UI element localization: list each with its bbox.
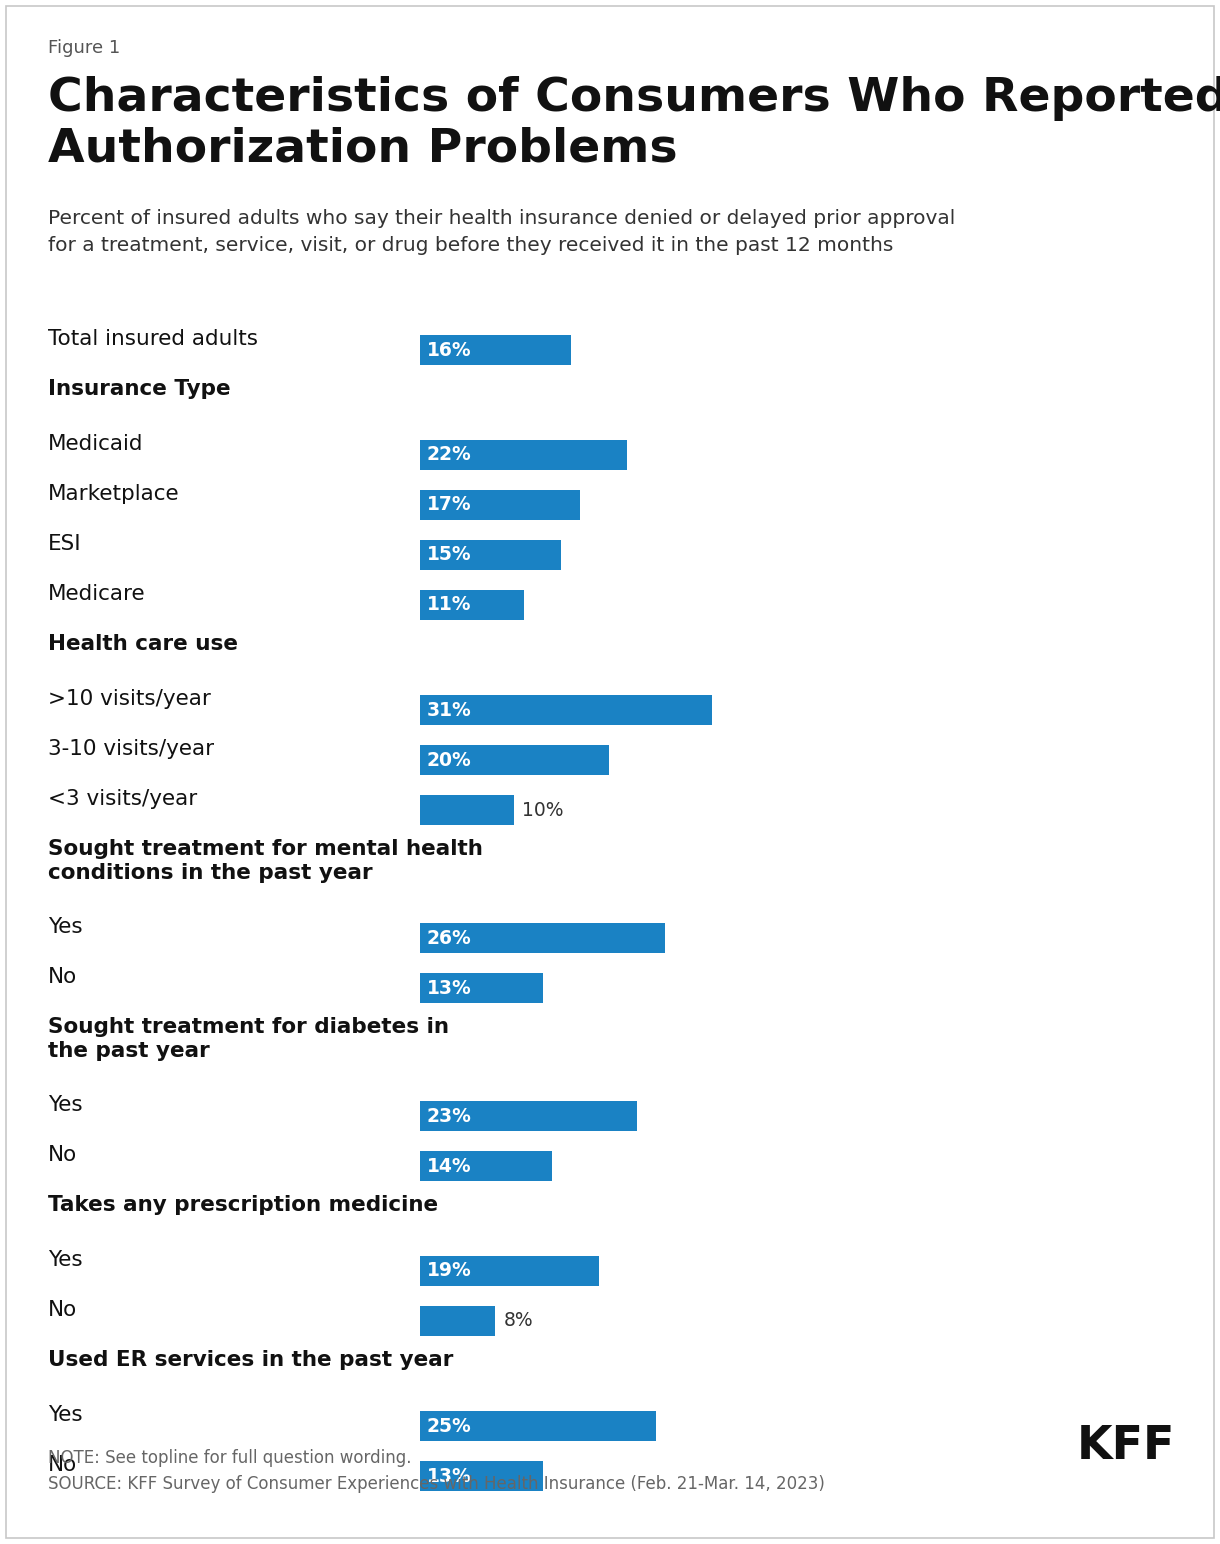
Bar (420, 1461, 543, 1492)
Text: Percent of insured adults who say their health insurance denied or delayed prior: Percent of insured adults who say their … (48, 208, 955, 255)
Text: 22%: 22% (427, 446, 472, 465)
Text: Yes: Yes (48, 1405, 83, 1425)
Text: Total insured adults: Total insured adults (48, 329, 257, 349)
Text: 11%: 11% (427, 596, 471, 615)
Text: No: No (48, 967, 77, 987)
Text: No: No (48, 1454, 77, 1475)
Text: 10%: 10% (522, 800, 564, 820)
Bar (420, 590, 523, 621)
Text: Yes: Yes (48, 1251, 83, 1271)
Text: KFF: KFF (1076, 1424, 1175, 1468)
Text: Used ER services in the past year: Used ER services in the past year (48, 1349, 454, 1370)
Bar (420, 695, 712, 726)
Bar (420, 746, 609, 775)
Bar (420, 1101, 637, 1132)
Text: 23%: 23% (427, 1107, 472, 1126)
Bar (420, 1306, 495, 1336)
Text: 3-10 visits/year: 3-10 visits/year (48, 740, 215, 760)
Text: No: No (48, 1146, 77, 1166)
Text: 13%: 13% (427, 1467, 472, 1485)
Text: Takes any prescription medicine: Takes any prescription medicine (48, 1195, 438, 1215)
Text: 17%: 17% (427, 496, 472, 514)
Text: 16%: 16% (427, 341, 472, 360)
Text: Medicare: Medicare (48, 584, 145, 604)
Bar (420, 1150, 551, 1181)
Bar (420, 1255, 599, 1286)
Text: Health care use: Health care use (48, 635, 238, 655)
Text: 31%: 31% (427, 701, 472, 720)
Bar (420, 973, 543, 1004)
Bar (420, 489, 581, 520)
Text: 26%: 26% (427, 928, 472, 948)
Text: 14%: 14% (427, 1156, 472, 1175)
Text: 13%: 13% (427, 979, 472, 997)
Text: Yes: Yes (48, 1095, 83, 1115)
Text: 25%: 25% (427, 1416, 472, 1436)
Text: Medicaid: Medicaid (48, 434, 144, 454)
Bar (420, 335, 571, 364)
Text: ESI: ESI (48, 534, 82, 554)
Bar (420, 795, 515, 824)
Text: Yes: Yes (48, 917, 83, 937)
Text: Insurance Type: Insurance Type (48, 378, 231, 398)
Text: 19%: 19% (427, 1261, 472, 1280)
Text: Figure 1: Figure 1 (48, 39, 121, 57)
Text: Marketplace: Marketplace (48, 483, 179, 503)
Text: 15%: 15% (427, 545, 472, 565)
Bar (420, 1411, 655, 1441)
Text: >10 visits/year: >10 visits/year (48, 689, 211, 709)
Text: No: No (48, 1300, 77, 1320)
Bar (420, 540, 561, 570)
Text: 8%: 8% (504, 1311, 533, 1331)
Bar (420, 440, 627, 469)
Text: Characteristics of Consumers Who Reported Prior
Authorization Problems: Characteristics of Consumers Who Reporte… (48, 76, 1220, 171)
Text: NOTE: See topline for full question wording.
SOURCE: KFF Survey of Consumer Expe: NOTE: See topline for full question word… (48, 1448, 825, 1493)
Text: Sought treatment for mental health
conditions in the past year: Sought treatment for mental health condi… (48, 838, 483, 883)
Text: <3 visits/year: <3 visits/year (48, 789, 198, 809)
Bar (420, 923, 665, 953)
Text: 20%: 20% (427, 750, 472, 769)
Text: Sought treatment for diabetes in
the past year: Sought treatment for diabetes in the pas… (48, 1017, 449, 1061)
